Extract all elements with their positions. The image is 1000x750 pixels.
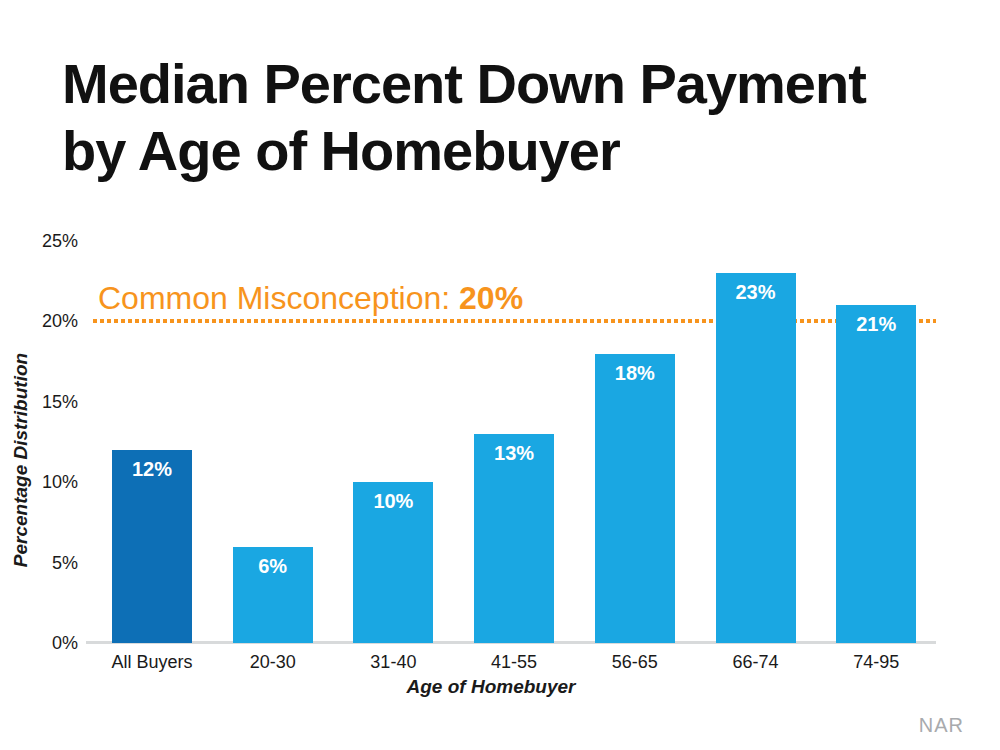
bar-value-label: 13% [474, 442, 554, 465]
bar-value-label: 21% [836, 313, 916, 336]
bar-value-label: 10% [353, 490, 433, 513]
bar-all-buyers: 12% [112, 450, 192, 643]
bar-20-30: 6% [233, 547, 313, 643]
bar-41-55: 13% [474, 434, 554, 643]
bar-value-label: 6% [233, 555, 313, 578]
x-tick-label: 66-74 [691, 652, 821, 673]
y-tick-label: 25% [0, 230, 78, 252]
y-axis-title: Percentage Distribution [10, 280, 32, 640]
y-tick-label: 10% [0, 471, 78, 493]
reference-annotation: Common Misconception: 20% [98, 281, 523, 315]
x-tick-label: 56-65 [570, 652, 700, 673]
annotation-value: 20% [459, 280, 523, 316]
bar-56-65: 18% [595, 354, 675, 643]
bar-chart: Percentage Distribution 0% 5% 10% 15% 20% 25%… [0, 0, 1000, 750]
x-tick-label: 74-95 [811, 652, 941, 673]
bar-74-95: 21% [836, 305, 916, 643]
y-tick-label: 5% [0, 552, 78, 574]
bar-value-label: 12% [112, 458, 192, 481]
y-tick-label: 0% [0, 632, 78, 654]
bar-31-40: 10% [353, 482, 433, 643]
slide: Median Percent Down Payment by Age of Ho… [0, 0, 1000, 750]
bar-value-label: 18% [595, 362, 675, 385]
x-tick-label: 41-55 [449, 652, 579, 673]
source-label: NAR [919, 714, 964, 737]
x-tick-label: All Buyers [87, 652, 217, 673]
y-tick-label: 20% [0, 310, 78, 332]
annotation-prefix: Common Misconception: [98, 280, 459, 316]
x-tick-label: 20-30 [208, 652, 338, 673]
x-axis-title: Age of Homebuyer [70, 676, 912, 698]
y-tick-label: 15% [0, 391, 78, 413]
bar-value-label: 23% [716, 281, 796, 304]
x-tick-label: 31-40 [328, 652, 458, 673]
bar-66-74: 23% [716, 273, 796, 643]
reference-line [93, 319, 936, 323]
